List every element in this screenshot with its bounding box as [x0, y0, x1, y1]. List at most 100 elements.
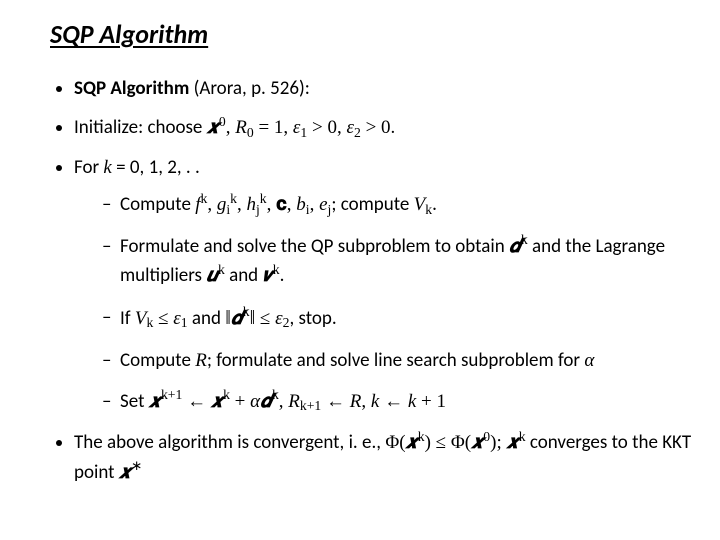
convergence-item: The above algorithm is convergent, i. e.… — [74, 428, 692, 487]
d: 𝒅 — [260, 391, 272, 412]
init-prefix: Initialize: choose — [74, 116, 207, 139]
math: ‖𝒅k‖ ≤ ε2 — [225, 308, 289, 329]
txt: and — [188, 307, 226, 330]
heading-bold: SQP Algorithm — [74, 77, 189, 100]
le: ≤ — [153, 308, 173, 329]
sep: , — [361, 391, 371, 412]
plus: + — [230, 391, 250, 412]
x: 𝒙 — [406, 432, 418, 453]
txt: Compute — [120, 193, 195, 216]
x-var: 𝒙 — [207, 117, 219, 138]
txt: Set — [120, 390, 149, 413]
step-compute: Compute fk, gik, hjk, 𝐜, bi, ej; compute… — [102, 190, 692, 219]
math: fk, gik, hjk, 𝐜, bi, ej — [195, 194, 331, 215]
math: 𝒙k+1 ← 𝒙k + α𝒅k, Rk+1 ← R, k ← k + 1 — [149, 391, 446, 412]
initialize-item: Initialize: choose 𝒙0, R0 = 1, ε1 > 0, ε… — [74, 113, 692, 142]
math: 𝒗k — [262, 265, 279, 286]
x: 𝒙 — [471, 432, 483, 453]
sup: k+1 — [161, 387, 182, 402]
alpha: α — [250, 391, 260, 412]
sub: 0 — [247, 125, 254, 140]
le: ≤ — [255, 308, 275, 329]
txt: . — [432, 193, 437, 216]
slide: SQP Algorithm SQP Algorithm (Arora, p. 5… — [0, 0, 720, 540]
math: Vk — [414, 194, 432, 215]
sup: 0 — [219, 114, 226, 129]
b: b — [296, 194, 306, 215]
txt: , stop. — [289, 307, 336, 330]
sep: , — [207, 194, 217, 215]
txt: The above algorithm is convergent, i. e.… — [74, 431, 385, 454]
sub: 1 — [300, 125, 307, 140]
slide-title: SQP Algorithm — [50, 18, 692, 50]
k-var: k — [103, 157, 111, 178]
txt: ; compute — [331, 193, 413, 216]
init-math: 𝒙0, R0 = 1, ε1 > 0, ε2 > 0. — [207, 117, 396, 138]
c: 𝐜 — [276, 194, 287, 215]
R-var: R — [235, 117, 247, 138]
eq: = 1, — [254, 117, 293, 138]
math: 𝒙∗ — [119, 462, 143, 483]
sup: k — [521, 232, 528, 247]
alpha: α — [584, 350, 594, 371]
R: R — [350, 391, 362, 412]
arrow: ← — [321, 391, 350, 412]
math: Vk ≤ ε1 — [135, 308, 188, 329]
R: R — [195, 350, 207, 371]
sub: j — [328, 202, 332, 217]
u: 𝒖 — [206, 265, 218, 286]
arrow: ← — [182, 391, 211, 412]
arrow: ← — [379, 391, 408, 412]
math: 𝒖k — [206, 265, 225, 286]
V: V — [414, 194, 426, 215]
x: 𝒙 — [119, 462, 131, 483]
txt: Compute — [120, 349, 195, 372]
v: 𝒗 — [262, 265, 272, 286]
phi: Φ — [385, 432, 399, 453]
txt: . — [280, 264, 285, 287]
for-prefix: For — [74, 156, 103, 179]
g: g — [217, 194, 227, 215]
gt: > 0. — [361, 117, 395, 138]
sep: , — [287, 194, 297, 215]
d: 𝒅 — [509, 236, 521, 257]
sep: , — [226, 117, 236, 138]
d: 𝒅 — [231, 308, 243, 329]
bullet-list: SQP Algorithm (Arora, p. 526): Initializ… — [50, 74, 692, 487]
V: V — [135, 308, 147, 329]
txt: Formulate and solve the QP subproblem to… — [120, 235, 509, 258]
le: ≤ — [431, 432, 451, 453]
gt: > 0, — [307, 117, 346, 138]
sup: 0 — [483, 429, 490, 444]
step-line-search: Compute R; formulate and solve line sear… — [102, 346, 692, 375]
sup: k — [218, 262, 225, 277]
sup: k — [230, 191, 237, 206]
sup: k — [519, 429, 526, 444]
phi: Φ — [451, 432, 465, 453]
txt: If — [120, 307, 135, 330]
sup: k — [200, 191, 207, 206]
sep: , — [279, 391, 289, 412]
math: 𝒅k — [509, 236, 528, 257]
eps: ε — [173, 308, 181, 329]
sub: k+1 — [300, 398, 321, 413]
sup: ∗ — [131, 458, 142, 473]
txt: ; formulate and solve line search subpro… — [207, 349, 585, 372]
sub: 2 — [354, 125, 361, 140]
sup: k — [273, 262, 280, 277]
step-qp: Formulate and solve the QP subproblem to… — [102, 232, 692, 291]
k: k — [408, 391, 416, 412]
sup: k — [418, 429, 425, 444]
x: 𝒙 — [149, 391, 161, 412]
sep: , — [267, 194, 277, 215]
e: e — [319, 194, 327, 215]
sep: , — [310, 194, 320, 215]
inner-steps: Compute fk, gik, hjk, 𝐜, bi, ej; compute… — [74, 190, 692, 416]
sub: i — [306, 202, 310, 217]
sub: 2 — [283, 315, 290, 330]
sub: k — [425, 202, 432, 217]
for-item: For k = 0, 1, 2, . . Compute fk, gik, hj… — [74, 153, 692, 417]
R: R — [288, 391, 300, 412]
sup: k — [260, 191, 267, 206]
step-stop: If Vk ≤ ε1 and ‖𝒅k‖ ≤ ε2, stop. — [102, 303, 692, 334]
